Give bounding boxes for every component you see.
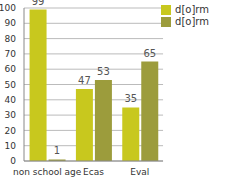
- svg-text:65: 65: [143, 48, 156, 59]
- svg-text:35: 35: [124, 93, 137, 104]
- svg-text:20: 20: [8, 126, 16, 136]
- svg-text:Eval: Eval: [130, 167, 149, 177]
- svg-text:47: 47: [78, 75, 91, 86]
- svg-text:10: 10: [8, 141, 16, 151]
- svg-text:50: 50: [8, 80, 16, 90]
- svg-text:90: 90: [8, 18, 16, 28]
- svg-text:100: 100: [8, 3, 16, 13]
- svg-text:53: 53: [97, 66, 110, 77]
- svg-text:99: 99: [32, 0, 45, 7]
- svg-text:40: 40: [8, 95, 16, 105]
- html-text:d[o]rm: d[o]rm: [175, 16, 209, 27]
- svg-text:1: 1: [54, 145, 60, 156]
- svg-text:60: 60: [8, 64, 16, 74]
- svg-text:70: 70: [8, 49, 16, 59]
- svg-text:30: 30: [8, 110, 16, 120]
- html-text:d[o]rm: d[o]rm: [175, 4, 209, 15]
- svg-text:non school age: non school age: [13, 167, 82, 177]
- svg-text:Ecas: Ecas: [83, 167, 104, 177]
- svg-text:0: 0: [10, 156, 16, 166]
- svg-text:80: 80: [8, 34, 16, 44]
